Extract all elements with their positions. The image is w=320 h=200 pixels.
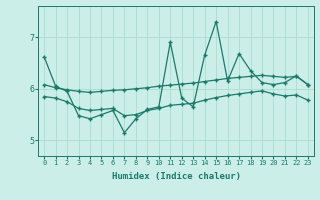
X-axis label: Humidex (Indice chaleur): Humidex (Indice chaleur) (111, 172, 241, 181)
